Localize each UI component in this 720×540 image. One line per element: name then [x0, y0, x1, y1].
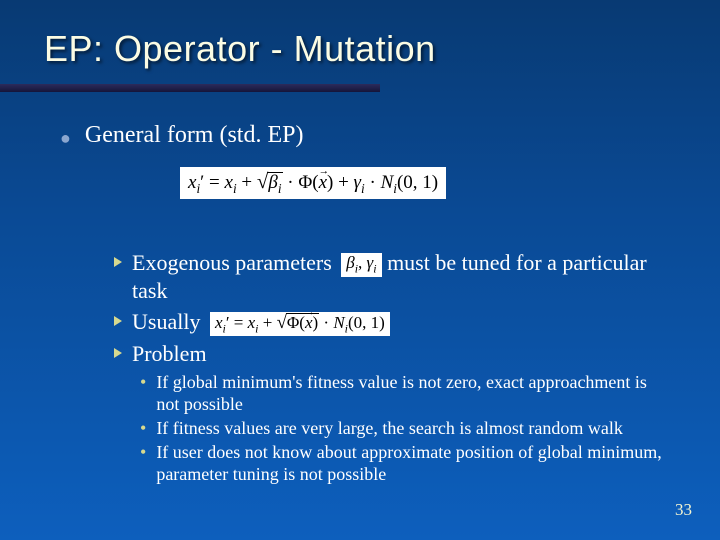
title-underline — [0, 84, 380, 92]
l3-text: If fitness values are very large, the se… — [156, 418, 666, 440]
bullet-level1: ● General form (std. EP) — [60, 122, 666, 149]
level3-list: • If global minimum's fitness value is no… — [140, 372, 666, 486]
level2-list: Exogenous parameters βi, γi must be tune… — [112, 249, 666, 368]
bullet-level3: • If fitness values are very large, the s… — [140, 418, 666, 440]
bullet-level2: Usually xi′ = xi + Φ(x) · Ni(0, 1) — [112, 308, 666, 336]
l1-text: General form (std. EP) — [85, 122, 304, 149]
arrow-icon — [112, 256, 124, 268]
main-formula: xi′ = xi + βi · Φ(x) + γi · Ni(0, 1) — [180, 167, 446, 199]
bullet-level3: • If user does not know about approximate… — [140, 442, 666, 486]
l2-text: Problem — [132, 340, 666, 368]
bullet-level2: Exogenous parameters βi, γi must be tune… — [112, 249, 666, 304]
l2-text: Usually xi′ = xi + Φ(x) · Ni(0, 1) — [132, 308, 666, 336]
bullet-level2: Problem — [112, 340, 666, 368]
l3-text: If user does not know about approximate … — [156, 442, 666, 486]
dot-icon: • — [140, 442, 146, 464]
l2-text: Exogenous parameters βi, γi must be tune… — [132, 249, 666, 304]
content-area: ● General form (std. EP) xi′ = xi + βi ·… — [0, 70, 720, 486]
bullet-icon: ● — [60, 128, 71, 149]
bullet-level3: • If global minimum's fitness value is no… — [140, 372, 666, 416]
l3-text: If global minimum's fitness value is not… — [156, 372, 666, 416]
inline-formula: βi, γi — [341, 253, 381, 276]
arrow-icon — [112, 315, 124, 327]
inline-formula: xi′ = xi + Φ(x) · Ni(0, 1) — [210, 312, 390, 336]
slide-title: EP: Operator - Mutation — [0, 0, 720, 70]
slide: EP: Operator - Mutation ● General form (… — [0, 0, 720, 540]
dot-icon: • — [140, 418, 146, 440]
dot-icon: • — [140, 372, 146, 394]
arrow-icon — [112, 347, 124, 359]
page-number: 33 — [675, 500, 692, 520]
